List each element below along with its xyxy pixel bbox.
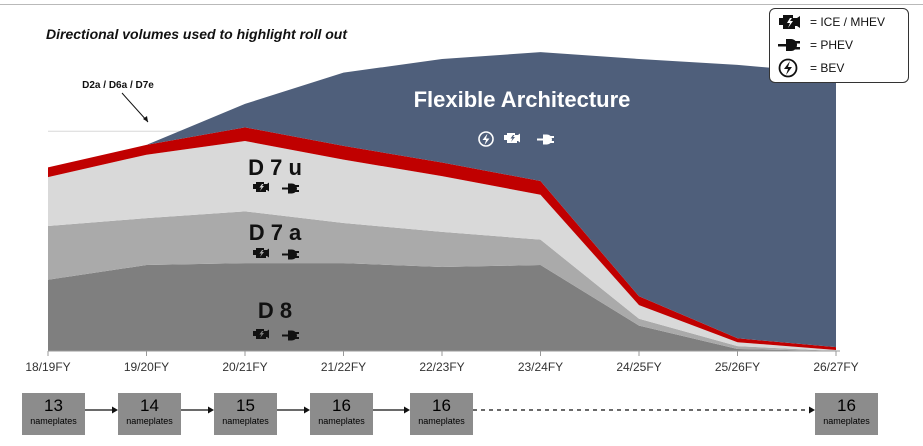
flexible-architecture-label: Flexible Architecture bbox=[414, 87, 631, 112]
x-tick-label: 25/26FY bbox=[715, 360, 760, 374]
legend-label-ice: = ICE / MHEV bbox=[810, 15, 886, 29]
engine-icon bbox=[253, 329, 269, 339]
nameplate-box: 14 nameplates bbox=[118, 393, 181, 435]
nameplate-count: 16 bbox=[332, 396, 351, 415]
nameplate-label: nameplates bbox=[126, 416, 173, 426]
arrowhead bbox=[404, 406, 410, 414]
nameplate-label: nameplates bbox=[30, 416, 77, 426]
engine-icon bbox=[253, 182, 269, 192]
engine-icon bbox=[253, 248, 269, 258]
top-divider bbox=[0, 4, 923, 5]
area-series-2 bbox=[48, 211, 836, 351]
arrowhead bbox=[304, 406, 310, 414]
legend: = ICE / MHEV = PHEV = BEV bbox=[769, 8, 909, 83]
nameplate-box: 13 nameplates bbox=[22, 393, 85, 435]
x-tick-label: 24/25FY bbox=[616, 360, 661, 374]
nameplate-box: 16 nameplates bbox=[410, 393, 473, 435]
x-tick-label: 20/21FY bbox=[222, 360, 267, 374]
legend-item-phev: = PHEV bbox=[776, 35, 853, 55]
arrowhead bbox=[809, 406, 815, 414]
callout-label: D2a / D6a / D7e bbox=[82, 80, 154, 91]
nameplate-count: 13 bbox=[44, 396, 63, 415]
nameplate-row: 13 nameplates 14 nameplates 15 nameplates 16 na… bbox=[0, 388, 923, 446]
x-tick-label: 26/27FY bbox=[813, 360, 858, 374]
area-series-3 bbox=[48, 141, 836, 351]
nameplate-label: nameplates bbox=[222, 416, 269, 426]
nameplate-label: nameplates bbox=[318, 416, 365, 426]
legend-item-bev: = BEV bbox=[776, 58, 844, 78]
nameplate-box: 16 nameplates bbox=[815, 393, 878, 435]
area-series-1 bbox=[48, 263, 836, 351]
area-series-5 bbox=[48, 52, 836, 348]
nameplate-arrows bbox=[85, 406, 815, 414]
chart-subtitle: Directional volumes used to highlight ro… bbox=[46, 26, 348, 42]
arrowhead bbox=[112, 406, 118, 414]
nameplate-count: 15 bbox=[236, 396, 255, 415]
callout-arrowhead bbox=[143, 116, 148, 122]
nameplate-count: 16 bbox=[432, 396, 451, 415]
nameplate-box: 15 nameplates bbox=[214, 393, 277, 435]
x-tick-label: 21/22FY bbox=[321, 360, 366, 374]
engine-icon bbox=[779, 15, 800, 29]
engine-icon bbox=[504, 133, 520, 143]
plug-icon bbox=[282, 330, 299, 341]
x-tick-label: 19/20FY bbox=[124, 360, 169, 374]
legend-label-phev: = PHEV bbox=[810, 38, 854, 52]
plug-icon bbox=[537, 134, 554, 145]
d7u-label: D 7 u bbox=[248, 155, 302, 180]
nameplate-label: nameplates bbox=[418, 416, 465, 426]
d7a-label: D 7 a bbox=[249, 220, 302, 245]
plug-icon bbox=[282, 249, 299, 260]
plug-icon bbox=[778, 39, 800, 51]
d8-label: D 8 bbox=[258, 298, 292, 323]
lightning-icon bbox=[778, 58, 798, 78]
area-series-4 bbox=[48, 127, 836, 351]
nameplate-box: 16 nameplates bbox=[310, 393, 373, 435]
x-tick-label: 22/23FY bbox=[419, 360, 464, 374]
legend-item-ice: = ICE / MHEV bbox=[776, 12, 885, 32]
arrowhead bbox=[208, 406, 214, 414]
nameplate-count: 14 bbox=[140, 396, 159, 415]
x-tick-label: 23/24FY bbox=[518, 360, 563, 374]
nameplate-count: 16 bbox=[837, 396, 856, 415]
x-tick-label: 18/19FY bbox=[25, 360, 70, 374]
stacked-area-chart: 18/19FY 19/20FY 20/21FY 21/22FY 22/23FY 23/24… bbox=[25, 52, 859, 374]
plug-icon bbox=[282, 183, 299, 194]
nameplate-label: nameplates bbox=[823, 416, 870, 426]
lightning-icon bbox=[478, 131, 494, 147]
callout-arrow bbox=[121, 92, 149, 123]
legend-label-bev: = BEV bbox=[810, 61, 845, 75]
